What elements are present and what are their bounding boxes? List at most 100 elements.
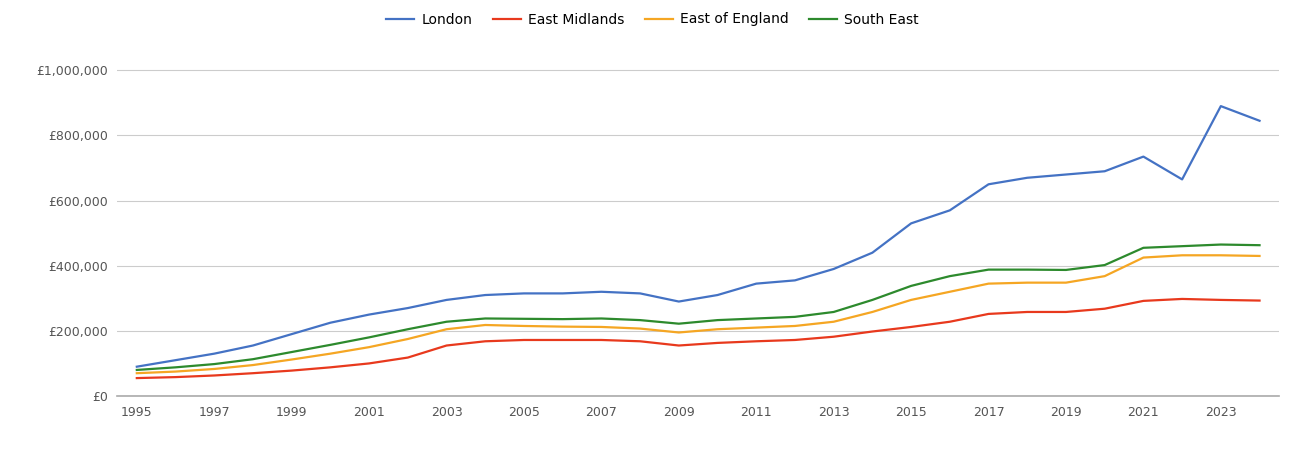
Line: East of England: East of England	[137, 255, 1259, 373]
East Midlands	[787, 338, 803, 343]
East Midlands	[1135, 298, 1151, 304]
East Midlands	[399, 355, 415, 360]
East Midlands	[942, 319, 958, 324]
East Midlands	[438, 343, 454, 348]
East Midlands	[903, 324, 919, 330]
East of England	[517, 323, 532, 328]
East of England	[438, 327, 454, 332]
London	[1019, 175, 1035, 180]
London	[632, 291, 647, 296]
East of England	[787, 323, 803, 328]
East Midlands	[1019, 309, 1035, 315]
South East	[826, 309, 842, 315]
London	[361, 312, 377, 317]
South East	[594, 316, 609, 321]
London	[1174, 177, 1190, 182]
London	[826, 266, 842, 272]
East Midlands	[478, 338, 493, 344]
East Midlands	[748, 338, 763, 344]
East Midlands	[168, 374, 184, 380]
East Midlands	[283, 368, 299, 373]
East of England	[710, 327, 726, 332]
East of England	[206, 366, 222, 372]
East Midlands	[1251, 298, 1267, 303]
South East	[632, 317, 647, 323]
South East	[206, 361, 222, 367]
East Midlands	[322, 364, 338, 370]
South East	[168, 364, 184, 370]
East of England	[1251, 253, 1267, 259]
East of England	[1174, 252, 1190, 258]
East Midlands	[710, 340, 726, 346]
South East	[322, 342, 338, 347]
South East	[1174, 243, 1190, 249]
East Midlands	[1212, 297, 1228, 302]
East of England	[399, 336, 415, 342]
London	[1212, 104, 1228, 109]
London	[206, 351, 222, 356]
South East	[865, 297, 881, 302]
London	[517, 291, 532, 296]
South East	[245, 356, 261, 362]
Line: London: London	[137, 106, 1259, 367]
East Midlands	[826, 334, 842, 339]
London	[1135, 154, 1151, 159]
Legend: London, East Midlands, East of England, South East: London, East Midlands, East of England, …	[381, 7, 924, 32]
South East	[517, 316, 532, 321]
East of England	[632, 326, 647, 331]
East of England	[903, 297, 919, 302]
London	[942, 207, 958, 213]
London	[903, 220, 919, 226]
London	[671, 299, 686, 304]
London	[981, 182, 997, 187]
East of England	[555, 324, 570, 329]
South East	[981, 267, 997, 272]
East of England	[322, 351, 338, 356]
London	[710, 292, 726, 298]
South East	[1058, 267, 1074, 273]
East Midlands	[671, 343, 686, 348]
East of England	[245, 362, 261, 368]
East of England	[826, 319, 842, 324]
London	[1251, 118, 1267, 123]
East of England	[942, 289, 958, 294]
East of England	[981, 281, 997, 286]
East Midlands	[865, 329, 881, 334]
East of England	[671, 330, 686, 335]
London	[399, 306, 415, 311]
East of England	[865, 309, 881, 315]
East Midlands	[206, 373, 222, 378]
London	[478, 292, 493, 298]
South East	[748, 316, 763, 321]
East of England	[478, 322, 493, 328]
London	[1058, 172, 1074, 177]
London	[787, 278, 803, 283]
East Midlands	[1096, 306, 1112, 311]
East Midlands	[555, 338, 570, 343]
South East	[1212, 242, 1228, 247]
East Midlands	[594, 338, 609, 343]
South East	[478, 316, 493, 321]
East of England	[594, 324, 609, 330]
South East	[942, 274, 958, 279]
London	[168, 357, 184, 363]
East Midlands	[1058, 309, 1074, 315]
London	[1096, 169, 1112, 174]
London	[245, 343, 261, 348]
South East	[555, 316, 570, 322]
South East	[903, 283, 919, 288]
East of England	[361, 344, 377, 350]
East of England	[283, 357, 299, 362]
East Midlands	[981, 311, 997, 317]
East Midlands	[1174, 296, 1190, 302]
South East	[399, 327, 415, 332]
East Midlands	[129, 375, 145, 381]
London	[555, 291, 570, 296]
London	[283, 331, 299, 337]
South East	[1251, 243, 1267, 248]
South East	[1135, 245, 1151, 251]
Line: East Midlands: East Midlands	[137, 299, 1259, 378]
East of England	[1019, 280, 1035, 285]
South East	[438, 319, 454, 324]
South East	[361, 335, 377, 340]
